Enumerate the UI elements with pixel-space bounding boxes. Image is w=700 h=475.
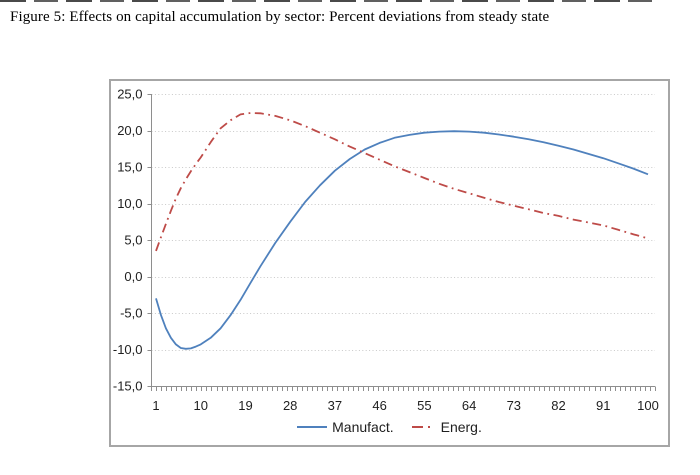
- svg-text:91: 91: [596, 398, 610, 413]
- y-tick-labels: 25,0 20,0 15,0 10,0 5,0 0,0 -5,0 -10,0 -15,0: [113, 87, 143, 394]
- legend-item-manufact: Manufact.: [297, 419, 394, 435]
- y-tick-marks: [147, 94, 152, 387]
- svg-text:-10,0: -10,0: [113, 342, 143, 357]
- legend-label-manufact: Manufact.: [332, 419, 394, 435]
- svg-text:25,0: 25,0: [117, 87, 142, 102]
- svg-text:20,0: 20,0: [117, 123, 142, 138]
- cropped-text-artifact: [0, 0, 660, 2]
- x-minor-ticks: [151, 386, 656, 391]
- svg-text:-5,0: -5,0: [120, 306, 142, 321]
- svg-text:55: 55: [417, 398, 431, 413]
- svg-text:100: 100: [637, 398, 659, 413]
- svg-text:10,0: 10,0: [117, 196, 142, 211]
- legend-label-energ: Energ.: [440, 419, 482, 435]
- svg-text:0,0: 0,0: [124, 269, 142, 284]
- svg-text:19: 19: [238, 398, 252, 413]
- energ-line-marker: [411, 426, 436, 428]
- svg-text:46: 46: [372, 398, 386, 413]
- svg-text:1: 1: [152, 398, 159, 413]
- svg-text:73: 73: [507, 398, 521, 413]
- energ-series-line: [155, 112, 649, 252]
- y-gridlines: [151, 94, 655, 351]
- figure-title: Figure 5: Effects on capital accumulatio…: [10, 9, 550, 25]
- manufact-line-marker: [297, 426, 328, 428]
- x-tick-labels: 1 10 19 28 37 46 55 64 73 82 91 100: [152, 398, 658, 413]
- svg-text:28: 28: [283, 398, 297, 413]
- svg-text:5,0: 5,0: [124, 233, 142, 248]
- svg-text:15,0: 15,0: [117, 160, 142, 175]
- chart-container: 25,0 20,0 15,0 10,0 5,0 0,0 -5,0 -10,0 -15,0 1 10 1…: [109, 79, 670, 447]
- svg-text:37: 37: [328, 398, 342, 413]
- svg-text:10: 10: [193, 398, 207, 413]
- manufact-series-line: [155, 130, 649, 350]
- svg-text:-15,0: -15,0: [113, 379, 143, 394]
- legend-item-energ: Energ.: [411, 419, 482, 435]
- chart-legend: Manufact. Energ.: [111, 417, 668, 437]
- svg-text:64: 64: [462, 398, 476, 413]
- svg-text:82: 82: [551, 398, 565, 413]
- line-chart: 25,020,015,010,05,00,0-5,0-10,0-15,01 10 1…: [113, 87, 659, 414]
